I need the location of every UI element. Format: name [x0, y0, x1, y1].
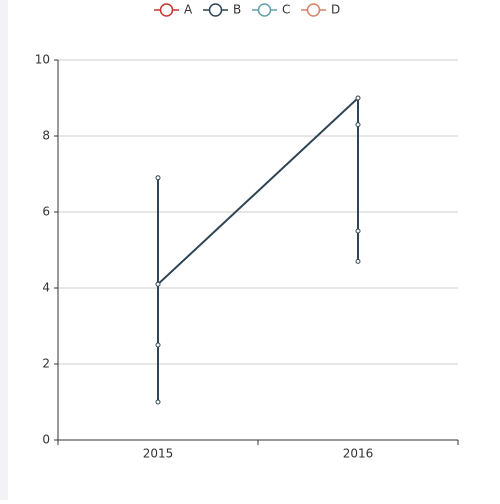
data-point	[355, 258, 361, 264]
data-point	[155, 399, 161, 405]
data-point	[355, 95, 361, 101]
y-tick-label: 8	[42, 129, 50, 143]
data-point	[155, 281, 161, 287]
series-line	[157, 95, 359, 402]
legend-icon-circle[interactable]	[257, 3, 272, 17]
data-point	[355, 122, 361, 128]
legend-label[interactable]: A	[184, 3, 193, 17]
y-tick-label: 6	[42, 205, 50, 219]
side-strip	[0, 0, 8, 500]
x-tick-label: 2016	[343, 447, 374, 461]
y-tick-label: 10	[35, 53, 50, 67]
x-tick-label: 2015	[143, 447, 174, 461]
legend-icon-circle[interactable]	[208, 3, 223, 17]
legend-icon-circle[interactable]	[306, 3, 321, 17]
data-point	[155, 175, 161, 181]
legend-icon-circle[interactable]	[159, 3, 174, 17]
data-point	[155, 342, 161, 348]
y-tick-label: 4	[42, 281, 50, 295]
y-tick-label: 2	[42, 357, 50, 371]
legend-label[interactable]: C	[282, 3, 290, 17]
legend-label[interactable]: B	[233, 3, 241, 17]
y-tick-label: 0	[42, 433, 50, 447]
legend-label[interactable]: D	[331, 3, 340, 17]
data-point	[355, 228, 361, 234]
